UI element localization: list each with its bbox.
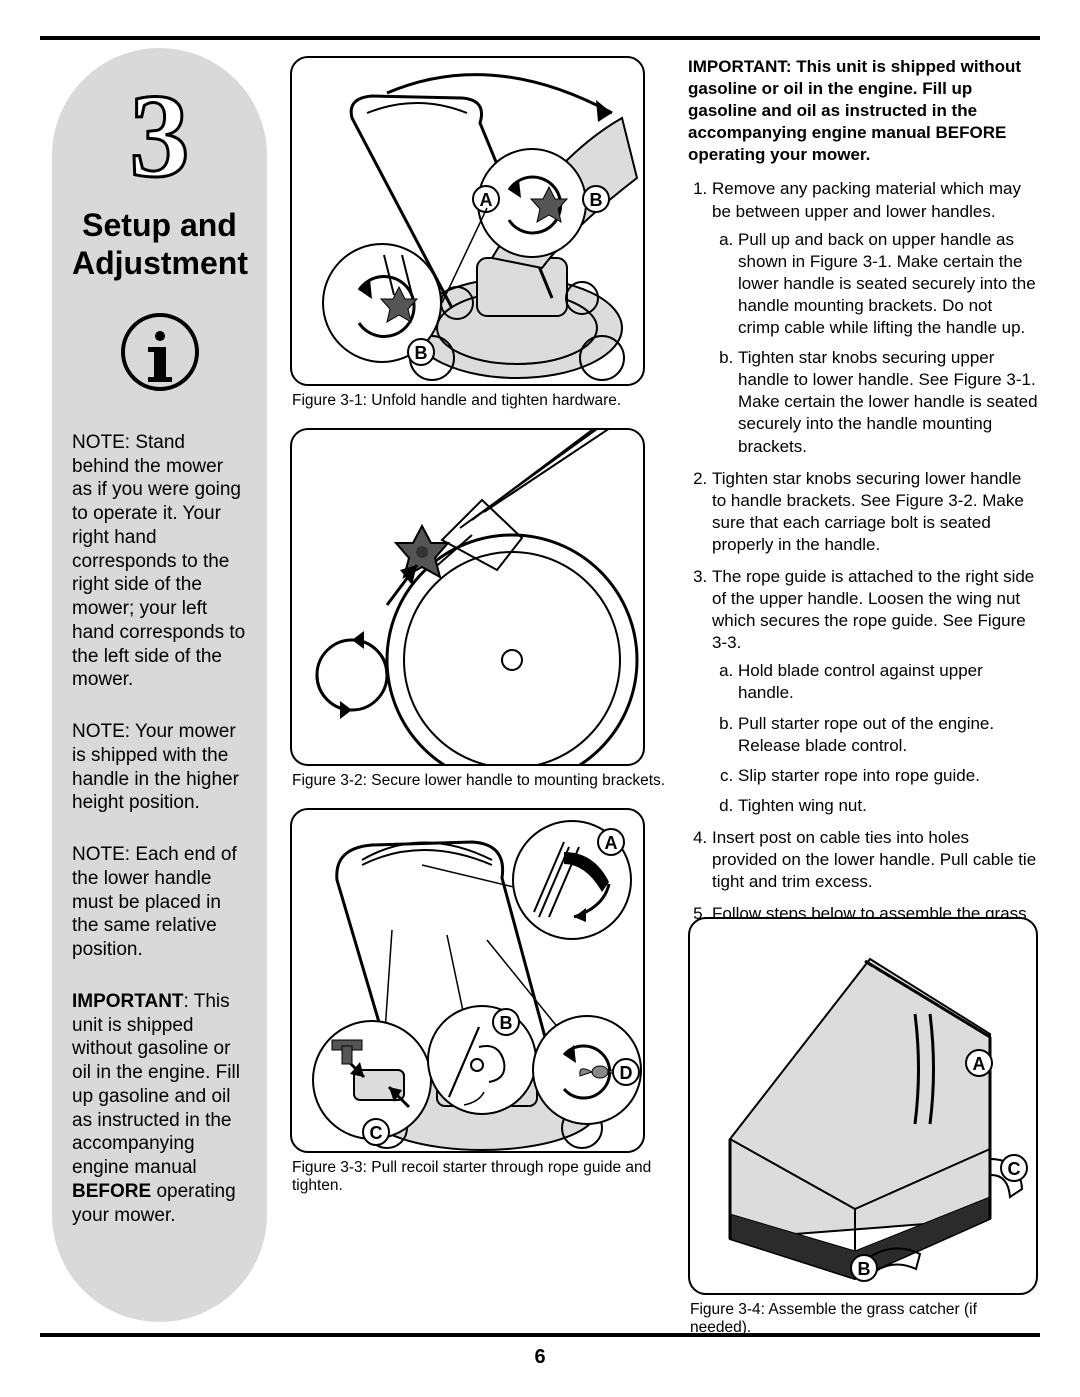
step-3d: Tighten wing nut.	[738, 795, 1038, 817]
step-2: Tighten star knobs securing lower handle…	[712, 468, 1038, 556]
figure-3-4: A C B	[688, 917, 1038, 1295]
sidebar-panel: 3 Setup and Adjustment NOTE: Stand behin…	[52, 48, 267, 1322]
figure-3-3-caption: Figure 3-3: Pull recoil starter through …	[292, 1159, 670, 1195]
sidebar-important: IMPORTANT: This unit is shipped without …	[72, 990, 247, 1228]
label-a-fig3: A	[597, 828, 625, 856]
detail-b	[427, 1005, 537, 1115]
label-b-fig4: B	[850, 1254, 878, 1282]
section-title: Setup and Adjustment	[72, 206, 247, 283]
label-b-fig3: B	[492, 1008, 520, 1036]
important-text-1: This unit is shipped without gasoline or…	[72, 991, 240, 1178]
step-4: Insert post on cable ties into holes pro…	[712, 827, 1038, 893]
important-paragraph: IMPORTANT: This unit is shipped without …	[688, 56, 1038, 166]
label-c-fig3: C	[362, 1118, 390, 1146]
step-1a: Pull up and back on upper handle as show…	[738, 229, 1038, 339]
step-3a: Hold blade control against upper handle.	[738, 660, 1038, 704]
important-label: IMPORTANT	[72, 991, 184, 1012]
figure-3-4-wrap: A C B Figure 3-4: Assemble the grass cat…	[688, 917, 1038, 1355]
sidebar-note-2: NOTE: Your mower is shipped with the han…	[72, 720, 247, 815]
title-line-2: Adjustment	[72, 245, 248, 281]
section-number: 3	[72, 76, 247, 196]
figure-3-2	[290, 428, 645, 766]
step-3: The rope guide is attached to the right …	[712, 566, 1038, 817]
label-c-fig4: C	[1000, 1154, 1028, 1182]
figure-3-3: A B C D	[290, 808, 645, 1153]
figure-3-1: A B B	[290, 56, 645, 386]
step-1b: Tighten star knobs securing upper handle…	[738, 347, 1038, 457]
figure-3-2-caption: Figure 3-2: Secure lower handle to mount…	[292, 772, 670, 790]
info-icon	[121, 313, 199, 391]
step-1: Remove any packing material which may be…	[712, 178, 1038, 457]
sidebar-note-3: NOTE: Each end of the lower handle must …	[72, 843, 247, 962]
important-before: BEFORE	[72, 1181, 151, 1202]
step-3b: Pull starter rope out of the engine. Rel…	[738, 713, 1038, 757]
step-3c: Slip starter rope into rope guide.	[738, 765, 1038, 787]
figure-3-4-caption: Figure 3-4: Assemble the grass catcher (…	[690, 1301, 1038, 1337]
label-a-fig4: A	[965, 1049, 993, 1077]
title-line-1: Setup and	[82, 207, 237, 243]
sidebar-note-1: NOTE: Stand behind the mower as if you w…	[72, 431, 247, 692]
label-d-fig3: D	[612, 1058, 640, 1086]
figure-3-1-caption: Figure 3-1: Unfold handle and tighten ha…	[292, 392, 670, 410]
figure-column: A B B Figure 3-1: Unfold handle and tigh…	[290, 56, 670, 1213]
